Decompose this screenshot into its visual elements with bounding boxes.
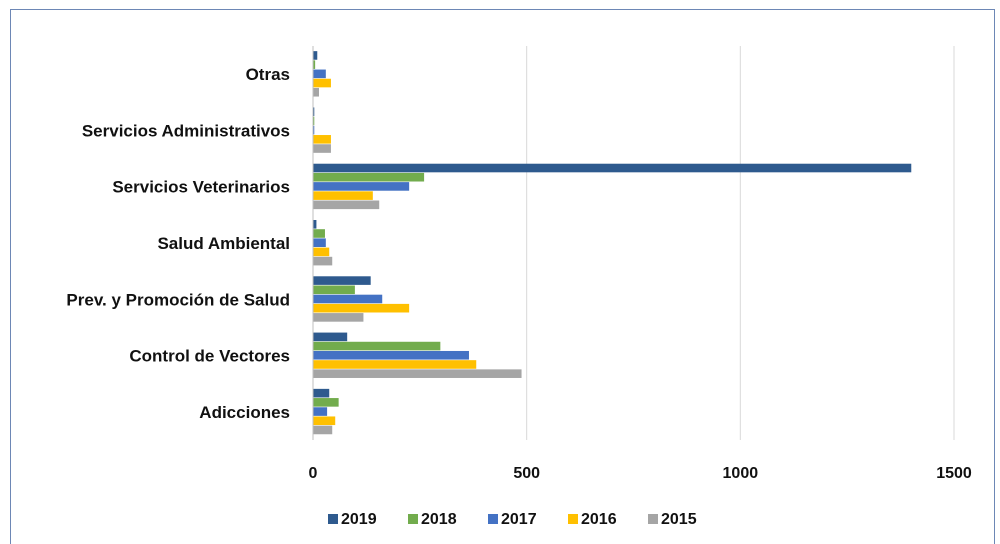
tick-label: 1000	[723, 465, 759, 482]
legend-swatch-2018	[408, 514, 418, 524]
legend-swatch-2017	[488, 514, 498, 524]
bar-2019-2	[313, 163, 912, 173]
bar-2016-6	[313, 416, 336, 426]
legend-swatch-2019	[328, 514, 338, 524]
bar-2015-1	[313, 144, 331, 153]
bar-2018-4	[313, 285, 355, 295]
category-labels: Otras Servicios Administrativos Servicios …	[66, 65, 290, 422]
bar-2019-1	[313, 107, 315, 117]
category-label: Control de Vectores	[129, 347, 290, 366]
bar-2018-3	[313, 229, 325, 238]
category-label: Prev. y Promoción de Salud	[66, 290, 290, 309]
bar-2017-3	[313, 238, 326, 247]
bar-2015-6	[313, 425, 333, 435]
bar-2017-6	[313, 407, 328, 416]
bar-2018-5	[313, 341, 441, 351]
category-label: Salud Ambiental	[157, 234, 290, 253]
bar-2018-0	[313, 60, 316, 69]
grid-lines	[526, 46, 955, 440]
bar-2019-4	[313, 276, 371, 285]
legend: 2019 2018 2017 2016 2015	[328, 511, 697, 528]
bar-2016-4	[313, 303, 410, 313]
chart-frame	[10, 9, 995, 544]
bar-2019-5	[313, 332, 348, 342]
bar-2016-2	[313, 191, 373, 200]
legend-swatch-2015	[648, 514, 658, 524]
bar-2018-6	[313, 398, 339, 407]
bar-2017-4	[313, 294, 383, 304]
tick-label: 1500	[936, 465, 972, 482]
category-label: Servicios Administrativos	[82, 121, 290, 140]
bar-2017-0	[313, 69, 326, 79]
tick-label: 0	[309, 465, 318, 482]
bar-2019-6	[313, 388, 330, 398]
bar-2015-5	[313, 369, 522, 378]
legend-label-2017: 2017	[501, 511, 537, 528]
legend-label-2018: 2018	[421, 511, 457, 528]
bars	[313, 51, 912, 435]
bar-2016-1	[313, 135, 331, 144]
bar-2017-1	[313, 125, 315, 135]
bar-2017-2	[313, 182, 410, 191]
tick-labels: 0 500 1000 1500	[309, 465, 972, 482]
legend-label-2016: 2016	[581, 511, 617, 528]
bar-2015-4	[313, 313, 364, 322]
bar-2018-1	[313, 116, 315, 126]
bar-2019-3	[313, 220, 317, 229]
bar-2016-3	[313, 247, 330, 257]
legend-swatch-2016	[568, 514, 578, 524]
bar-2015-0	[313, 87, 319, 97]
category-label: Otras	[246, 65, 290, 84]
legend-label-2015: 2015	[661, 511, 697, 528]
bar-2019-0	[313, 51, 318, 60]
legend-label-2019: 2019	[341, 511, 377, 528]
bar-2015-2	[313, 200, 380, 210]
bar-2017-5	[313, 350, 469, 360]
bar-2018-2	[313, 172, 425, 182]
bar-2016-0	[313, 78, 331, 88]
bar-2015-3	[313, 256, 333, 266]
category-label: Adicciones	[199, 403, 290, 422]
tick-label: 500	[513, 465, 540, 482]
category-label: Servicios Veterinarios	[112, 178, 290, 197]
bar-2016-5	[313, 360, 477, 369]
